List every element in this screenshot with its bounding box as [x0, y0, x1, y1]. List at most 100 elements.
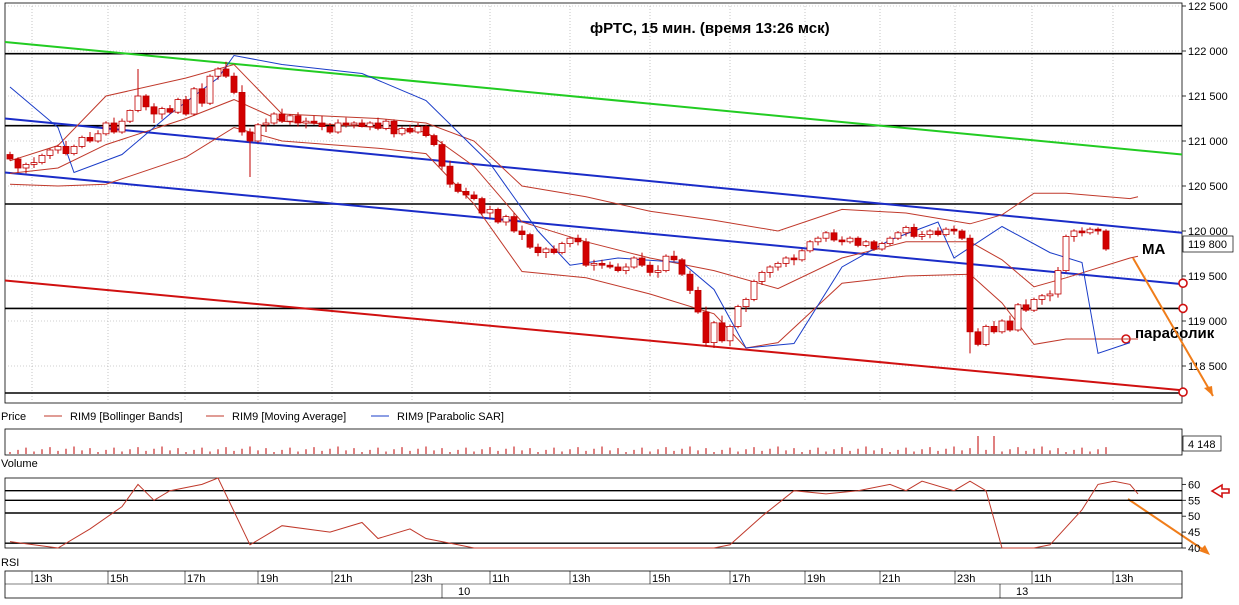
- candle-down: [518, 230, 526, 235]
- candle-up: [814, 237, 822, 243]
- candle-down: [958, 230, 966, 239]
- time-tick-label: 15h: [110, 573, 128, 585]
- candle-down: [6, 154, 14, 160]
- candle-down: [166, 108, 174, 113]
- price-tick-label: 120 500: [1188, 181, 1228, 193]
- volume-value-box: [1182, 435, 1222, 452]
- candle-up: [302, 120, 310, 124]
- candle-up: [742, 298, 750, 307]
- time-tick-label: 11h: [492, 573, 510, 585]
- blue-channel-upper-line: [4, 117, 1183, 234]
- candle-down: [686, 273, 694, 291]
- candle-down: [294, 115, 302, 124]
- time-tick-label: 17h: [732, 573, 750, 585]
- candle-up: [734, 306, 742, 327]
- candle-down: [950, 228, 958, 232]
- candle-up: [902, 226, 910, 234]
- rsi-tick-label: 45: [1188, 527, 1200, 539]
- candle-up: [118, 120, 126, 133]
- candle-down: [318, 122, 326, 127]
- candle-down: [646, 264, 654, 273]
- candle-down: [62, 145, 70, 154]
- candle-up: [94, 133, 102, 142]
- rsi-projection-arrowhead: [1199, 545, 1210, 555]
- legend-price: Price: [1, 411, 26, 423]
- candle-down: [454, 183, 462, 192]
- volume-label: Volume: [1, 458, 38, 470]
- candle-up: [726, 325, 734, 342]
- time-tick-label: 13h: [34, 573, 52, 585]
- candle-down: [230, 75, 238, 93]
- rsi-panel: 60 55 50 45 40: [4, 477, 1230, 555]
- candle-up: [1030, 298, 1038, 311]
- legend-bollinger: RIM9 [Bollinger Bands]: [70, 411, 183, 423]
- candle-down: [838, 239, 846, 243]
- candle-up: [630, 257, 638, 268]
- candle-down: [1102, 230, 1110, 250]
- price-tick-label: 121 500: [1188, 91, 1228, 103]
- bollinger-upper-band: [9, 63, 1139, 232]
- candle-up: [502, 216, 510, 223]
- price-projection-arrowhead: [1204, 386, 1213, 396]
- candle-up: [70, 145, 78, 154]
- blue-channel-lower-line: [4, 171, 1183, 286]
- candle-up: [334, 122, 342, 133]
- candle-up: [542, 248, 550, 253]
- candle-up: [38, 154, 46, 163]
- candle-down: [326, 126, 334, 133]
- candle-up: [206, 75, 214, 104]
- candle-down: [550, 248, 558, 253]
- candle-up: [590, 262, 598, 266]
- time-tick-label: 21h: [334, 573, 352, 585]
- candle-up: [54, 145, 62, 151]
- candle-up: [158, 108, 166, 115]
- candle-down: [14, 158, 22, 169]
- candle-down: [478, 198, 486, 214]
- candle-down: [358, 122, 366, 127]
- candle-up: [30, 162, 38, 165]
- date-label: 13: [1016, 586, 1028, 598]
- price-gridlines: [4, 2, 1183, 404]
- candle-up: [214, 68, 222, 77]
- time-tick-label: 13h: [1115, 573, 1133, 585]
- candle-down: [582, 241, 590, 266]
- candle-up: [942, 228, 950, 235]
- candle-up: [126, 110, 134, 122]
- candle-down: [470, 194, 478, 199]
- candle-up: [622, 266, 630, 271]
- current-price-label: 119 800: [1188, 239, 1227, 251]
- rsi-pointer-arrow: [1210, 483, 1230, 499]
- candle-down: [86, 136, 94, 142]
- candle-down: [1094, 228, 1102, 232]
- candle-down: [790, 257, 798, 261]
- price-axis: 122 500 122 000 121 500 121 000 120 500 120 0…: [1182, 1, 1228, 373]
- candle-down: [934, 230, 942, 235]
- volume-value: 4 148: [1188, 439, 1216, 451]
- candle-down: [830, 232, 838, 241]
- candle-down: [438, 144, 446, 167]
- candle-up: [134, 95, 142, 111]
- candle-down: [278, 113, 286, 122]
- candle-up: [886, 237, 894, 244]
- line-end-marker: [1178, 387, 1188, 397]
- candle-down: [446, 165, 454, 185]
- candle-down: [718, 322, 726, 342]
- candle-up: [1046, 293, 1054, 297]
- candle-down: [614, 266, 622, 271]
- candle-up: [822, 232, 830, 239]
- candle-down: [990, 325, 998, 333]
- time-tick-label: 17h: [187, 573, 205, 585]
- candle-down: [494, 208, 502, 223]
- candle-up: [254, 124, 262, 142]
- candle-up: [174, 99, 182, 113]
- price-tick-label: 122 500: [1188, 1, 1228, 13]
- time-tick-label: 11h: [1034, 573, 1052, 585]
- candle-up: [1070, 230, 1078, 237]
- candle-up: [654, 270, 662, 273]
- candle-down: [702, 311, 710, 344]
- candle-up: [78, 136, 86, 147]
- candle-down: [182, 99, 190, 115]
- candle-up: [1038, 295, 1046, 300]
- candle-down: [342, 122, 350, 126]
- price-tick-label: 120 000: [1188, 226, 1228, 238]
